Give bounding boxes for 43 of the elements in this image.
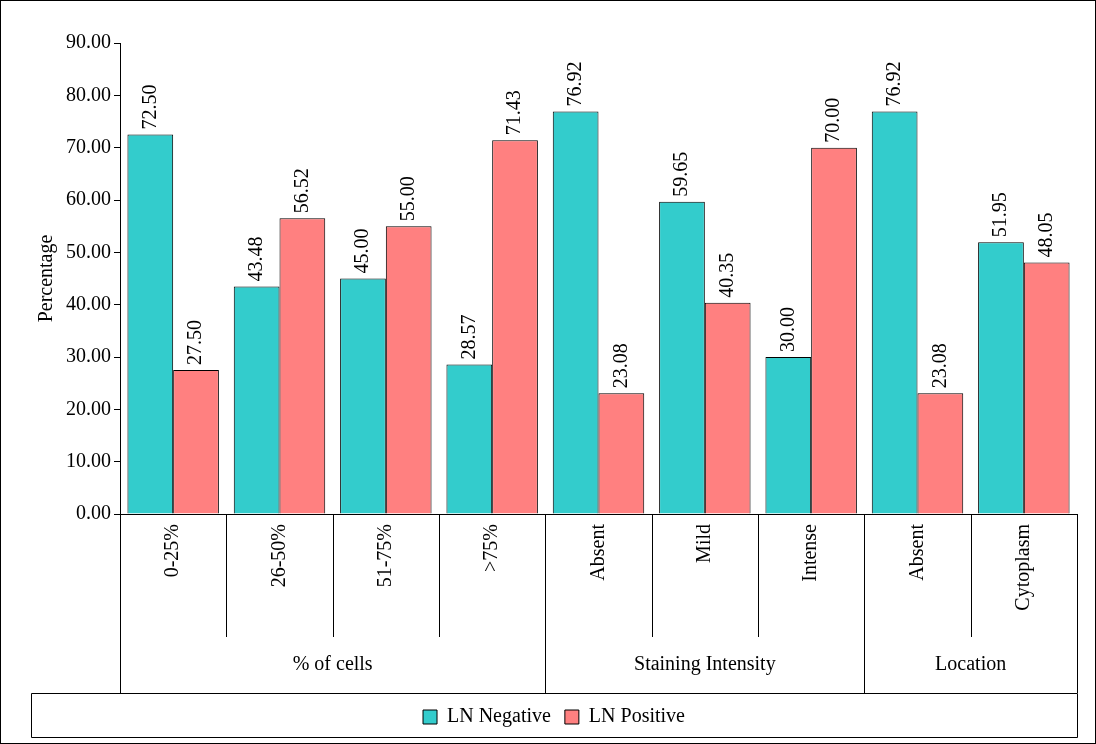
x-tick-label: 0-25% [160, 524, 183, 578]
data-label: 43.48 [243, 236, 266, 282]
x-tick-label: 26-50% [266, 524, 289, 588]
data-label: 28.57 [456, 314, 479, 360]
y-tick-label: 70.00 [66, 134, 111, 157]
data-label: 30.00 [775, 307, 798, 352]
data-label: 59.65 [669, 151, 692, 197]
data-label: 51.95 [988, 192, 1011, 238]
x-tick-label: >75% [479, 524, 502, 572]
x-tick-label: Mild [692, 524, 715, 563]
data-label: 76.92 [881, 61, 904, 107]
text: Staining Intensity [634, 652, 776, 676]
y-tick-label: 30.00 [66, 344, 111, 367]
legend-label: LN Positive [588, 704, 686, 727]
y-tick-label: 0.00 [76, 501, 111, 524]
text: % of cells [292, 652, 373, 675]
y-tick-label: 50.00 [66, 239, 111, 262]
data-label: 71.43 [502, 90, 525, 136]
data-label: 40.35 [714, 252, 737, 298]
y-axis-title: Percentage [34, 234, 58, 323]
x-tick-label: 51-75% [373, 524, 396, 588]
data-label: 23.08 [608, 343, 631, 389]
data-label: 70.00 [821, 97, 844, 143]
y-tick-label: 40.00 [66, 291, 111, 314]
data-label: 76.92 [562, 61, 585, 107]
text: Location [935, 652, 1007, 675]
data-label: 56.52 [289, 168, 312, 214]
y-tick-label: 90.00 [66, 30, 111, 53]
x-tick-label: Intense [798, 523, 821, 582]
data-label: 27.50 [183, 320, 206, 366]
data-label: 72.50 [137, 84, 160, 130]
data-label: 48.05 [1033, 212, 1056, 258]
x-tick-label: Absent [904, 523, 927, 581]
y-tick-label: 20.00 [66, 396, 111, 419]
data-label: 45.00 [350, 228, 373, 274]
y-tick-label: 80.00 [66, 82, 111, 105]
x-tick-label: Cytoplasm [1011, 523, 1035, 611]
y-tick-label: 60.00 [66, 187, 111, 210]
legend-label: LN Negative [447, 704, 551, 728]
data-label: 23.08 [927, 343, 950, 389]
data-label: 55.00 [395, 176, 418, 222]
x-tick-label: Absent [585, 523, 608, 581]
y-tick-label: 10.00 [66, 448, 111, 471]
